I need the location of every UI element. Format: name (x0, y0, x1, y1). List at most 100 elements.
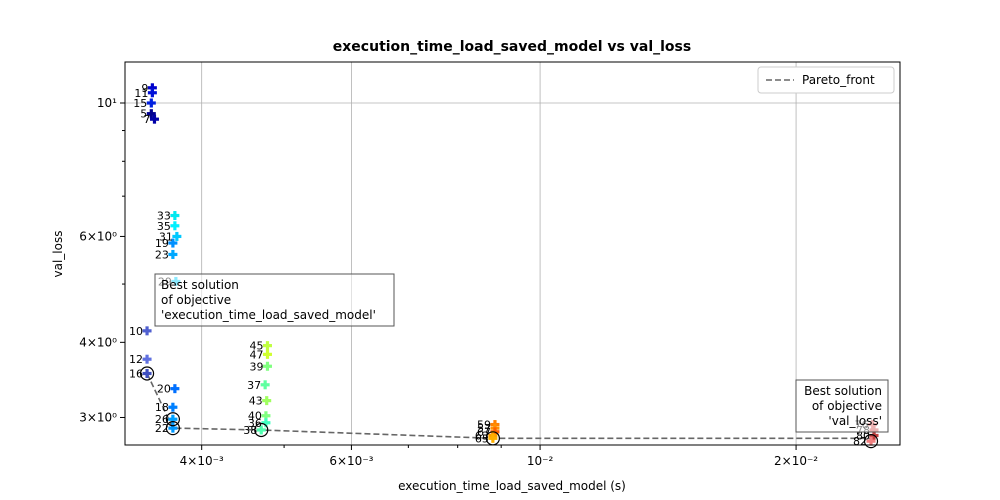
annotation-text: Best solution (161, 278, 239, 292)
pareto-marker (254, 422, 269, 438)
data-point (261, 418, 271, 428)
data-point-vbar (263, 380, 267, 390)
data-point-vbar (175, 231, 179, 241)
data-point (168, 238, 178, 248)
point-label: 22 (155, 422, 169, 435)
data-point (170, 221, 180, 231)
data-point-vbar (491, 433, 495, 443)
data-point-vbar (265, 349, 270, 359)
data-point-vbar (152, 114, 157, 124)
data-point-vbar (173, 384, 177, 394)
point-label: 65 (475, 432, 489, 445)
data-point-vbar (173, 221, 177, 231)
annotation-text: 'val_loss' (828, 414, 882, 428)
data-point (866, 436, 876, 446)
x-tick-label: 2×10⁻² (774, 454, 818, 468)
data-point-vbar (173, 211, 177, 221)
legend: Pareto_front (757, 66, 895, 94)
data-point-vbar (265, 361, 270, 371)
data-point-vbar (149, 109, 153, 119)
point-label: 20 (157, 383, 171, 396)
data-point (147, 83, 157, 93)
y-tick-label: 3×10⁰ (79, 410, 117, 424)
point-label: 45 (249, 340, 263, 353)
data-point (262, 341, 272, 351)
point-label: 7 (143, 113, 150, 126)
point-label: 9 (141, 82, 148, 95)
data-point-vbar (171, 249, 175, 259)
point-label: 57 (477, 422, 491, 435)
data-point (168, 423, 178, 433)
data-point-vbar (150, 88, 154, 98)
data-point (149, 114, 159, 124)
point-label: 26 (155, 413, 169, 426)
data-point (142, 369, 152, 379)
data-point (170, 211, 180, 221)
y-tick-label: 6×10⁰ (79, 229, 117, 243)
data-point (142, 326, 152, 336)
annotation-frame (795, 379, 889, 433)
point-label: 39 (249, 360, 263, 373)
data-point (488, 433, 498, 443)
data-point (262, 349, 272, 359)
point-label: 37 (247, 379, 261, 392)
data-point (256, 425, 266, 435)
data-point-vbar (150, 83, 154, 93)
pareto-marker (863, 434, 879, 449)
data-point (146, 109, 156, 119)
point-label: 19 (155, 237, 169, 250)
chart-title: execution_time_load_saved_model vs val_l… (333, 39, 691, 55)
data-point-vbar (171, 423, 175, 433)
point-label: 59 (477, 419, 491, 432)
data-point (262, 396, 272, 406)
plot-frame (124, 61, 901, 446)
x-axis: 4×10⁻³ 6×10⁻³ 10⁻² 2×10⁻² (180, 445, 818, 468)
annotation-text: of objective (161, 293, 231, 307)
point-label: 31 (159, 230, 173, 243)
data-point-vbar (265, 341, 270, 351)
point-label: 40 (248, 410, 262, 423)
data-point (262, 361, 272, 371)
point-label: 5 (140, 108, 147, 121)
data-point (142, 354, 152, 364)
point-label: 33 (157, 210, 171, 223)
x-tick-label: 4×10⁻³ (180, 454, 224, 468)
y-tick-label: 4×10⁰ (79, 335, 117, 349)
data-point-vbar (149, 98, 153, 108)
pareto-marker (165, 412, 180, 427)
x-tick-label: 10⁻² (527, 454, 554, 468)
point-labels: 9111557333531192329101216201826224547393… (129, 82, 870, 448)
data-point (168, 402, 178, 412)
pareto-marker (139, 366, 155, 381)
point-label: 63 (475, 430, 489, 443)
data-point (147, 88, 157, 98)
point-label: 47 (249, 348, 263, 361)
data-point-vbar (171, 414, 175, 424)
point-label: 11 (134, 87, 148, 100)
annotation-text: 'execution_time_load_saved_model' (161, 308, 376, 322)
data-point (170, 384, 180, 394)
legend-entry: Pareto_front (802, 73, 875, 87)
y-tick-label: 10¹ (97, 96, 117, 110)
legend-box (757, 66, 895, 94)
data-point (168, 414, 178, 424)
point-label: 36 (248, 417, 262, 430)
point-label: 18 (155, 401, 169, 414)
data-point-vbar (171, 402, 175, 412)
point-label: 43 (249, 395, 263, 408)
point-label: 38 (243, 424, 257, 437)
pareto-marker (165, 421, 180, 436)
annotation-text: Best solution (804, 384, 882, 398)
point-label: 16 (129, 368, 143, 381)
data-point-vbar (145, 326, 149, 336)
data-point-vbar (259, 425, 263, 435)
y-axis: 3×10⁰ 4×10⁰ 6×10⁰ 10¹ (79, 96, 125, 424)
x-axis-label: execution_time_load_saved_model (s) (398, 479, 626, 493)
data-point (261, 411, 271, 421)
point-label: 80 (856, 430, 870, 443)
point-label: 35 (157, 220, 171, 233)
